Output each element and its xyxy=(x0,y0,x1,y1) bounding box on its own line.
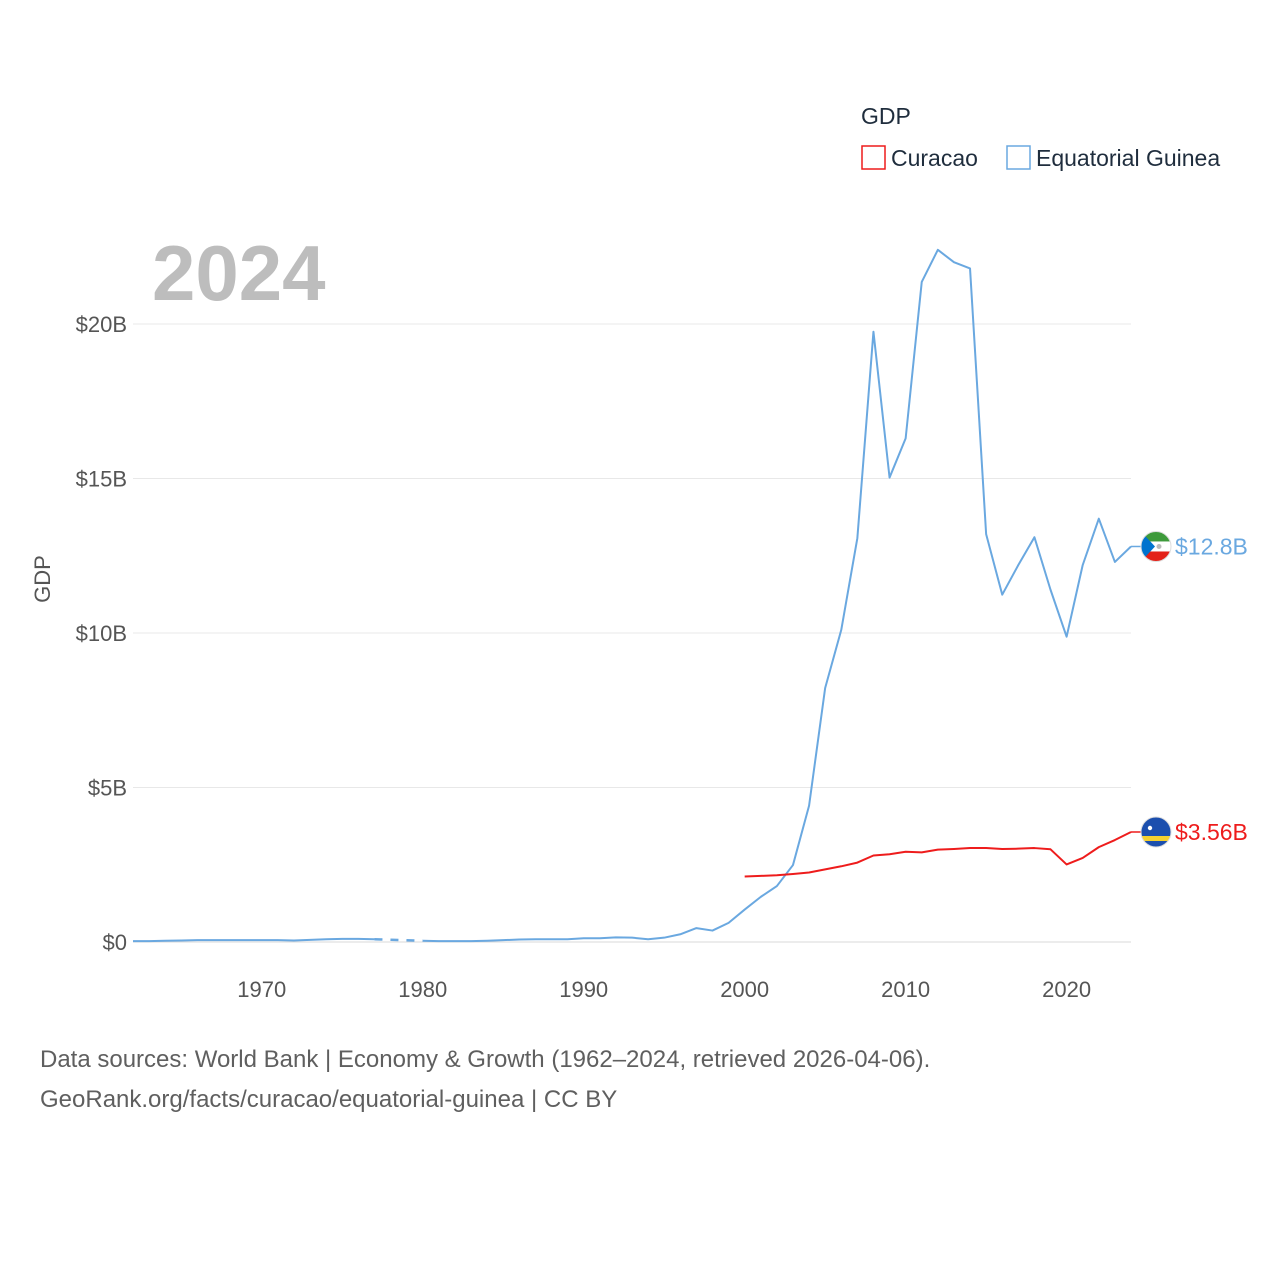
y-axis-label: GDP xyxy=(30,555,55,603)
flag-triangle xyxy=(1141,531,1155,562)
x-tick-label: 1980 xyxy=(398,977,447,1002)
flag-red xyxy=(1141,551,1171,562)
end-label-curacao: $3.56B xyxy=(1175,819,1248,845)
legend-label-curacao[interactable]: Curacao xyxy=(891,145,978,171)
y-tick-label: $0 xyxy=(103,930,127,955)
series-lines xyxy=(133,248,1132,943)
legend-swatch-curacao[interactable] xyxy=(861,145,886,170)
series-gap-dashed xyxy=(374,937,423,943)
x-tick-label: 2000 xyxy=(720,977,769,1002)
x-axis-ticks: 1970 1980 1990 2000 2010 2020 xyxy=(237,977,1091,1002)
flag-blue xyxy=(1141,816,1171,847)
x-tick-label: 2020 xyxy=(1042,977,1091,1002)
flag-star xyxy=(1147,825,1153,831)
series-line-equatorial-guinea-1 xyxy=(422,248,1132,943)
flag-body-equatorial-guinea xyxy=(1141,531,1171,562)
flag-body-curacao xyxy=(1141,816,1171,847)
end-label-equatorial-guinea: $12.8B xyxy=(1175,533,1248,559)
x-tick-label: 1990 xyxy=(559,977,608,1002)
footer: Data sources: World Bank | Economy & Gro… xyxy=(40,1040,930,1120)
footer-sources: Data sources: World Bank | Economy & Gro… xyxy=(40,1046,931,1073)
series-line-equatorial-guinea-0 xyxy=(133,937,375,943)
y-tick-label: $5B xyxy=(88,776,127,801)
y-tick-label: $15B xyxy=(76,467,127,492)
flag-ring xyxy=(1140,816,1172,848)
y-tick-label: $10B xyxy=(76,621,127,646)
flag-ring xyxy=(1140,530,1172,562)
equatorial-guinea-flag xyxy=(1140,530,1172,562)
flag-yellow-stripe xyxy=(1141,835,1171,841)
legend-title: GDP xyxy=(861,103,911,129)
x-tick-label: 2010 xyxy=(881,977,930,1002)
end-markers: $3.56B $12.8B xyxy=(1131,530,1248,848)
x-tick-label: 1970 xyxy=(237,977,286,1002)
legend: GDP Curacao Equatorial Guinea xyxy=(861,103,1220,171)
flag-white xyxy=(1141,541,1171,552)
flag-green xyxy=(1141,531,1171,542)
legend-swatch-equatorial-guinea[interactable] xyxy=(1006,145,1031,170)
curacao-flag xyxy=(1140,816,1172,848)
gridlines xyxy=(133,323,1131,943)
legend-label-equatorial-guinea[interactable]: Equatorial Guinea xyxy=(1036,145,1220,171)
flag-emblem xyxy=(1156,543,1162,549)
series-line-curacao-0 xyxy=(744,831,1132,878)
y-axis-ticks: $0 $5B $10B $15B $20B xyxy=(76,312,127,955)
year-label: 2024 xyxy=(152,229,326,317)
y-tick-label: $20B xyxy=(76,312,127,337)
footer-link[interactable]: GeoRank.org/facts/curacao/equatorial-gui… xyxy=(40,1086,618,1113)
